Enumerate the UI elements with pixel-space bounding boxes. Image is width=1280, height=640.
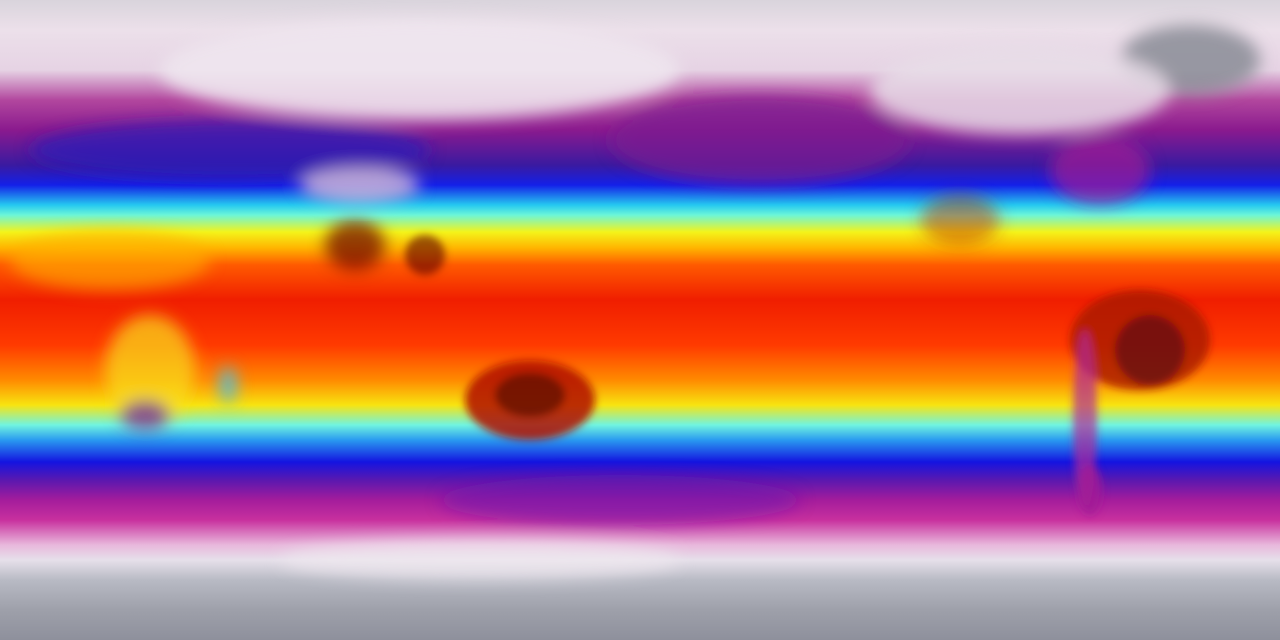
africa-south: [105, 315, 195, 425]
arctic-white: [160, 20, 680, 120]
madagascar: [220, 367, 236, 403]
patagonia: [1078, 465, 1102, 515]
southeast-asia: [405, 235, 445, 275]
siberia-blue: [30, 120, 430, 180]
pacific-purple: [610, 95, 910, 185]
andes: [1073, 330, 1097, 510]
north-pacific-southbound: [1050, 135, 1150, 205]
south-pacific-purple: [440, 475, 800, 525]
amazon-interior: [1115, 315, 1185, 385]
sahara: [10, 230, 210, 290]
antarctic-white-swirl: [280, 540, 680, 580]
north-america-cold: [870, 45, 1170, 135]
mexico: [920, 195, 1000, 245]
africa-tip: [120, 400, 170, 430]
india: [325, 220, 385, 270]
australia-interior: [495, 373, 565, 417]
tibet: [300, 167, 420, 203]
